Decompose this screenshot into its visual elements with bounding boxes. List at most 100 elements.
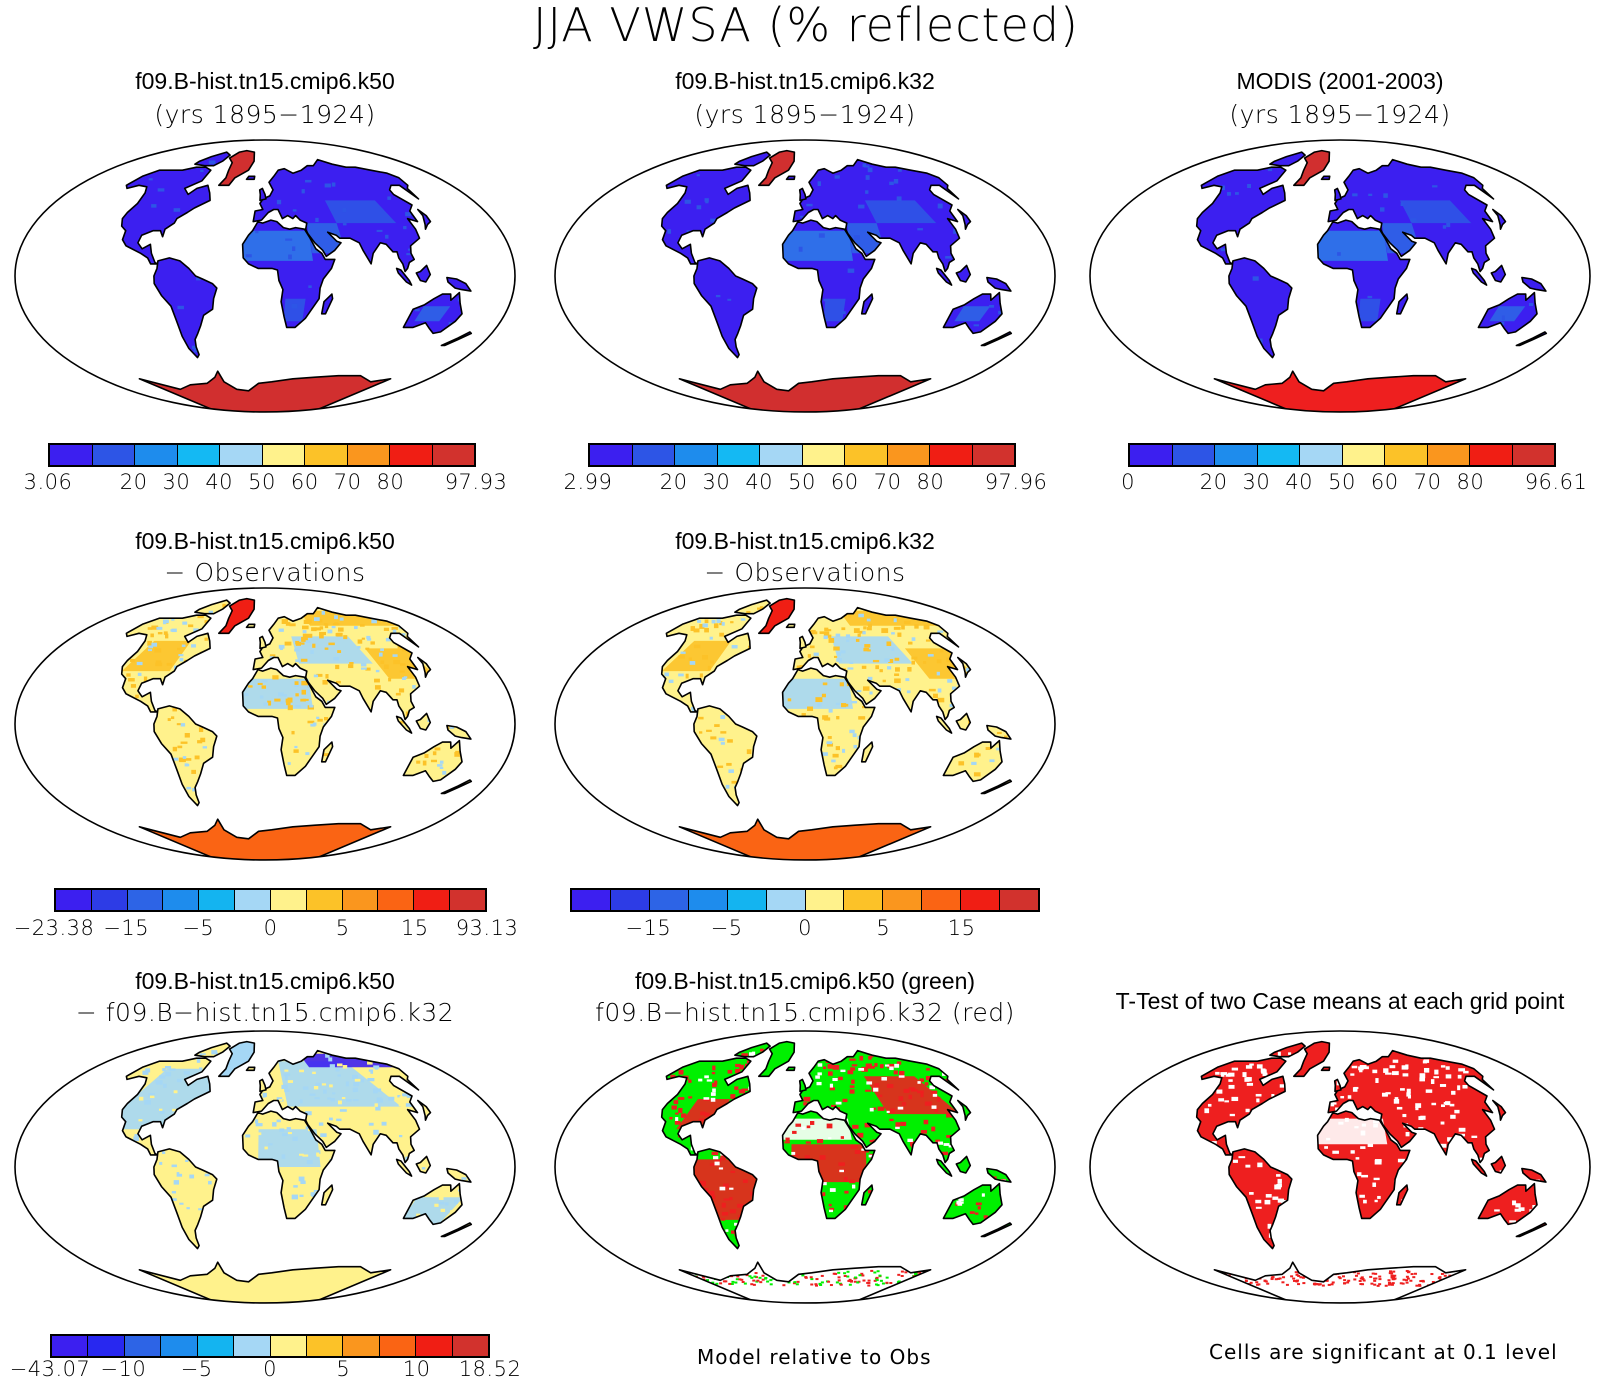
- field-speck: [391, 627, 398, 630]
- antarctica-speck: [738, 1278, 742, 1281]
- field-speck: [704, 1188, 709, 1193]
- field-speck: [1407, 1094, 1411, 1099]
- field-speck: [906, 690, 911, 694]
- field-speck: [816, 1139, 824, 1144]
- colorbar-swatch: [306, 890, 343, 910]
- field-speck: [851, 1184, 856, 1189]
- antarctica-speck: [900, 1270, 904, 1273]
- field-speck: [847, 1070, 854, 1075]
- southAmerica-coastline: [153, 257, 218, 359]
- field-speck: [1432, 185, 1438, 188]
- greenland-coastline: [758, 1040, 796, 1078]
- field-speck: [893, 618, 897, 623]
- field-region: [1317, 230, 1388, 261]
- field-speck: [335, 680, 341, 684]
- antarctica-land: [679, 1262, 931, 1303]
- antarctica-speck: [856, 1281, 860, 1284]
- colorbar-swatch: [305, 445, 348, 465]
- colorbar-swatch: [177, 445, 220, 465]
- colorbar-2: [588, 443, 1016, 467]
- field-speck: [927, 654, 934, 657]
- field-speck: [193, 628, 199, 633]
- field-speck: [403, 226, 407, 230]
- field-speck: [332, 623, 340, 626]
- field-speck: [184, 733, 190, 738]
- antarctica-speck: [1390, 1276, 1394, 1279]
- australia-coastline: [402, 1182, 463, 1226]
- field-speck: [868, 1055, 872, 1060]
- antarctica-speck: [1391, 1278, 1395, 1281]
- antarctica-land: [139, 371, 391, 412]
- antarctica-speck: [1418, 1283, 1422, 1286]
- field-speck: [309, 1093, 316, 1096]
- field-speck: [877, 1094, 883, 1098]
- antarctica-speck: [1390, 1274, 1394, 1277]
- antarctica-speck: [1331, 1281, 1335, 1284]
- field-speck: [1494, 1209, 1500, 1212]
- field-region: [904, 648, 960, 679]
- field-speck: [135, 694, 139, 699]
- panel-4-title-line2: − Observations: [164, 558, 366, 587]
- field-speck: [858, 716, 866, 720]
- field-speck: [723, 1183, 729, 1189]
- colorbar-tick-label: 5: [876, 916, 891, 940]
- field-speck: [784, 1141, 790, 1144]
- field-speck: [886, 1083, 894, 1089]
- colorbar-swatch: [343, 1336, 380, 1356]
- antarctica-speck: [719, 1282, 723, 1285]
- field-speck: [973, 772, 981, 777]
- field-speck: [971, 761, 977, 765]
- field-speck: [937, 688, 942, 693]
- field-speck: [851, 700, 858, 704]
- colorbar-swatch: [632, 445, 675, 465]
- greenland-coastline: [1293, 1040, 1331, 1078]
- field-speck: [170, 716, 175, 720]
- field-speck: [316, 673, 323, 677]
- newZealand-coastline: [980, 1222, 1013, 1238]
- field-speck: [911, 660, 915, 665]
- field-region: [954, 306, 991, 322]
- field-speck: [1515, 1203, 1521, 1208]
- field-speck: [1373, 1120, 1379, 1124]
- field-speck: [886, 1110, 890, 1113]
- field-speck: [826, 742, 834, 747]
- field-speck: [810, 1121, 815, 1125]
- field-speck: [155, 662, 163, 667]
- field-speck: [171, 1198, 177, 1201]
- field-speck: [380, 648, 384, 652]
- field-speck: [392, 654, 398, 657]
- panel-9-title: T-Test of two Case means at each grid po…: [1115, 988, 1565, 1014]
- antarctica-land: [1214, 1262, 1466, 1303]
- field-speck: [1256, 1098, 1260, 1103]
- field-speck: [331, 182, 336, 187]
- antarctica-speck: [1318, 1283, 1322, 1286]
- greenland-land: [758, 1041, 795, 1077]
- antarctica-speck: [847, 1279, 851, 1282]
- colorbar-swatch: [52, 1336, 89, 1356]
- field-speck: [1274, 1184, 1281, 1190]
- field-speck: [294, 704, 301, 708]
- field-speck: [832, 753, 839, 758]
- field-speck: [421, 1167, 426, 1170]
- field-speck: [703, 1098, 711, 1101]
- antarctica-speck: [735, 1278, 739, 1281]
- field-speck: [828, 1203, 832, 1207]
- colorbar-1-labels: 3.06 20 30 40 50 60 70 80 97.93: [24, 470, 507, 496]
- field-speck: [276, 1119, 281, 1123]
- field-speck: [268, 1143, 273, 1146]
- antarctica-speck: [846, 1270, 850, 1273]
- antarctica-speck: [1266, 1282, 1270, 1285]
- panel-5-title-line1: f09.B-hist.tn15.cmip6.k32: [675, 528, 935, 554]
- field-speck: [1265, 1194, 1272, 1198]
- colorbar-tick-label: 40: [205, 470, 234, 494]
- field-speck: [946, 1134, 953, 1138]
- antarctica-speck: [867, 1279, 871, 1282]
- field-speck: [806, 203, 813, 207]
- field-speck: [185, 1159, 189, 1163]
- field-speck: [847, 667, 854, 670]
- field-speck: [327, 629, 333, 634]
- antarctica-speck: [818, 1282, 822, 1285]
- field-speck: [324, 716, 329, 721]
- field-speck: [148, 178, 153, 181]
- field-speck: [193, 348, 200, 353]
